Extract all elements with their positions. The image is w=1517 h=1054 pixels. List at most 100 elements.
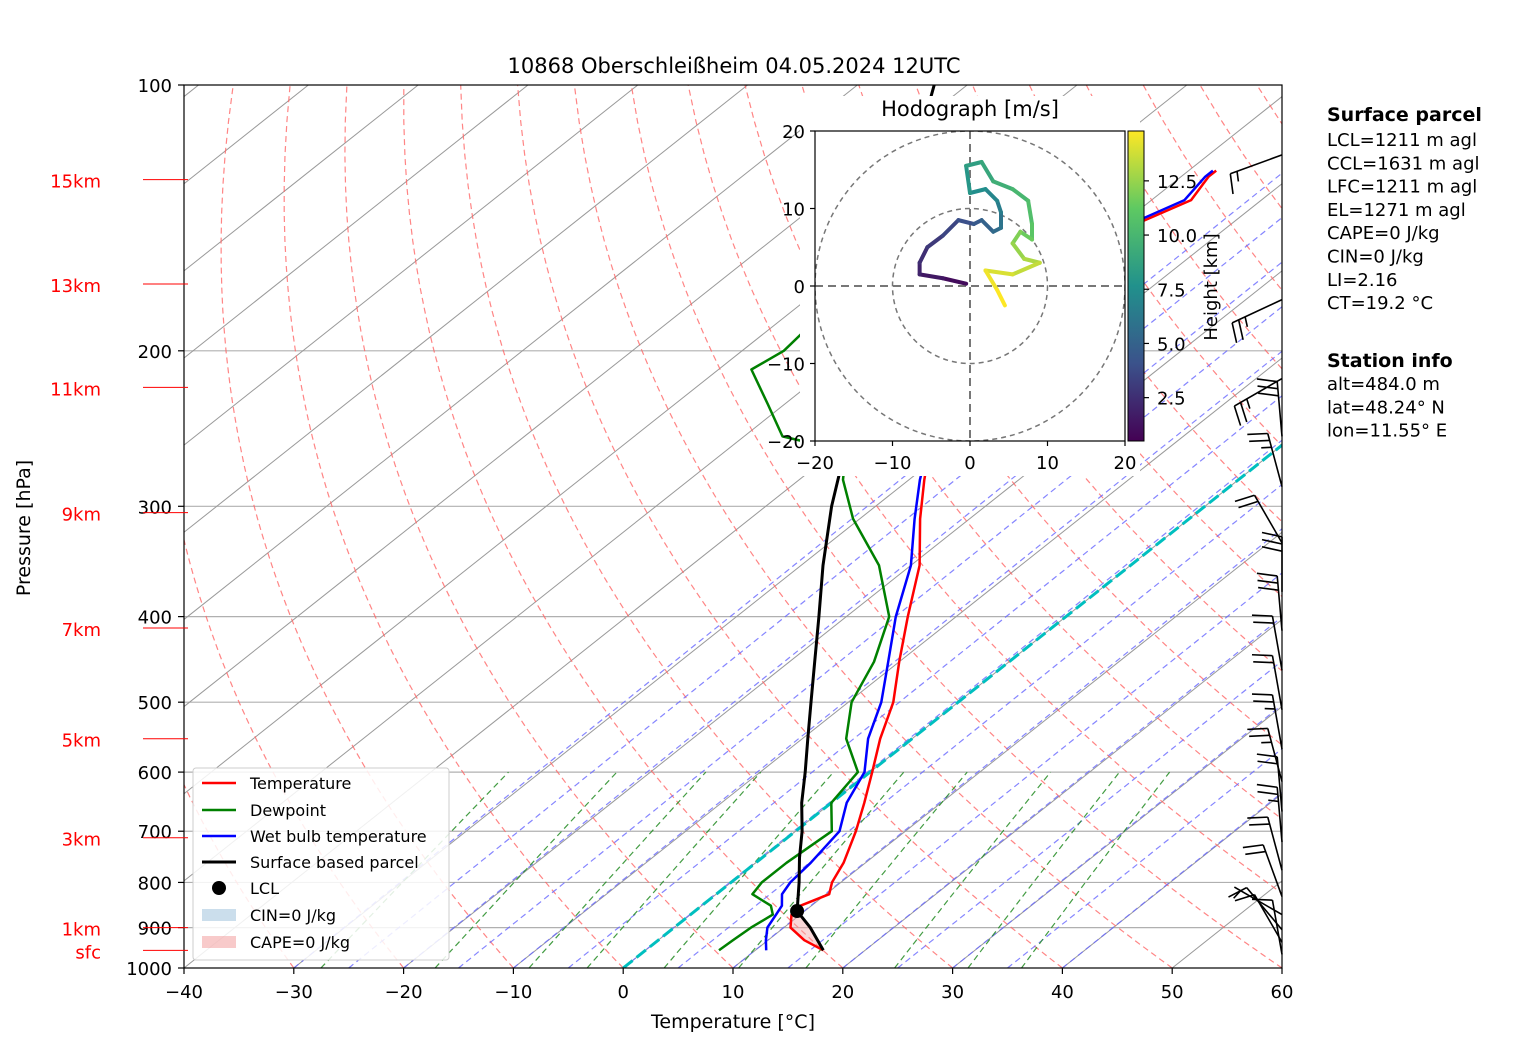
barb-half <box>1236 171 1240 182</box>
hodograph-segment <box>991 179 1015 192</box>
hodograph-segment <box>983 187 1000 203</box>
barb-staff <box>1271 655 1283 710</box>
y-tick-label: 400 <box>138 608 172 629</box>
isotherm <box>184 85 419 272</box>
wind-barb <box>1247 816 1283 871</box>
wind-barb <box>1231 298 1283 344</box>
wind-barb <box>1247 432 1283 487</box>
barb-flag <box>1258 392 1279 397</box>
dry-adiabat <box>687 85 1282 895</box>
hodograph-segment <box>925 233 945 250</box>
station-info-heading: Station info <box>1327 350 1453 372</box>
hodograph-segment <box>983 268 1000 292</box>
barb-flag <box>1237 319 1244 340</box>
legend-label: Temperature <box>249 774 351 793</box>
barb-staff <box>1266 816 1283 871</box>
hodograph-y-tick-label: 10 <box>782 200 805 221</box>
barb-flag <box>1251 898 1273 901</box>
isotherm <box>952 705 1282 968</box>
barb-flag <box>1256 378 1278 383</box>
barb-staff <box>1230 154 1283 175</box>
x-tick-label: 20 <box>831 982 854 1003</box>
height-label: 5km <box>62 731 101 752</box>
barb-flag <box>1253 700 1274 703</box>
barb-flag <box>1251 614 1273 617</box>
y-tick-label: 100 <box>138 76 172 97</box>
cape-area <box>790 911 824 951</box>
wind-barb <box>1242 844 1283 897</box>
x-tick-label: 40 <box>1051 982 1074 1003</box>
colorbar-tick-label: 10.0 <box>1157 226 1197 247</box>
mixing-ratio-line <box>1021 771 1171 968</box>
y-tick-label: 300 <box>138 497 172 518</box>
hodograph-segment <box>940 276 969 286</box>
colorbar <box>1127 130 1145 442</box>
barb-flag <box>1233 405 1242 426</box>
hodograph-trace <box>917 160 1042 308</box>
moist-adiabat <box>513 350 1282 968</box>
wind-barb <box>1234 893 1283 943</box>
wind-barb <box>1251 614 1283 671</box>
station-info-line: lat=48.24° N <box>1327 397 1445 418</box>
moist-adiabat <box>293 172 1282 968</box>
hodograph-segment <box>956 218 976 226</box>
barb-flag <box>1261 538 1283 545</box>
wind-barb <box>1247 727 1283 782</box>
hodograph-segment <box>1010 187 1031 203</box>
wind-barb <box>1229 154 1283 195</box>
barb-flag <box>1247 727 1268 731</box>
barb-flag <box>1253 661 1274 664</box>
mixing-ratio-line <box>434 771 618 968</box>
isotherm <box>513 357 1282 968</box>
colorbar-tick-label: 12.5 <box>1157 172 1197 193</box>
barb-staff <box>1276 575 1283 631</box>
isotherm <box>842 618 1282 968</box>
legend-label: Surface based parcel <box>250 853 419 872</box>
lcl-marker <box>790 904 805 919</box>
surface-parcel-line: CIN=0 J/kg <box>1327 247 1424 268</box>
wind-barb <box>1256 783 1283 843</box>
colorbar-label: Height [km] <box>1201 233 1222 340</box>
barb-staff <box>1233 377 1283 407</box>
hodograph-x-tick-label: 10 <box>1036 453 1059 474</box>
isotherm <box>1062 793 1282 968</box>
isotherm <box>403 270 1282 968</box>
barb-flag <box>1228 886 1248 898</box>
isotherm <box>293 183 1282 968</box>
wind-barb <box>1251 693 1283 750</box>
dry-adiabat <box>744 85 1282 820</box>
surface-parcel-line: CAPE=0 J/kg <box>1327 223 1440 244</box>
legend-label: Dewpoint <box>250 801 326 820</box>
x-tick-label: −30 <box>275 982 313 1003</box>
barb-flag <box>1258 586 1279 591</box>
wind-barb <box>1251 653 1283 710</box>
y-axis-label: Pressure [hPa] <box>13 460 35 596</box>
moist-adiabat <box>348 216 1282 968</box>
x-tick-label: −10 <box>494 982 532 1003</box>
barb-flag <box>1256 572 1278 577</box>
mixing-ratio-line <box>320 771 509 968</box>
barb-flag <box>1238 500 1259 509</box>
x-tick-label: 0 <box>617 982 628 1003</box>
dry-adiabat <box>184 537 405 968</box>
moist-adiabat <box>458 305 1282 968</box>
barb-staff <box>1276 381 1283 437</box>
barb-flag <box>1247 816 1268 819</box>
dry-adiabat <box>630 85 1282 968</box>
barb-staff <box>1276 787 1283 843</box>
barb-staff <box>1276 756 1283 812</box>
barb-staff <box>1271 900 1283 955</box>
hodograph-grid <box>815 131 1125 441</box>
hodograph-segment <box>968 187 988 195</box>
isotherm <box>732 531 1282 968</box>
barb-flag <box>1257 579 1278 584</box>
hodograph-y-tick-label: 0 <box>794 277 805 298</box>
dry-adiabat <box>460 85 953 968</box>
barb-flag <box>1242 844 1264 849</box>
barb-flag <box>1249 439 1270 443</box>
hodograph-y-tick-label: 20 <box>782 122 805 143</box>
station-info-line: lon=11.55° E <box>1327 421 1447 442</box>
barb-flag <box>1239 402 1248 423</box>
dry-adiabat <box>220 85 514 968</box>
